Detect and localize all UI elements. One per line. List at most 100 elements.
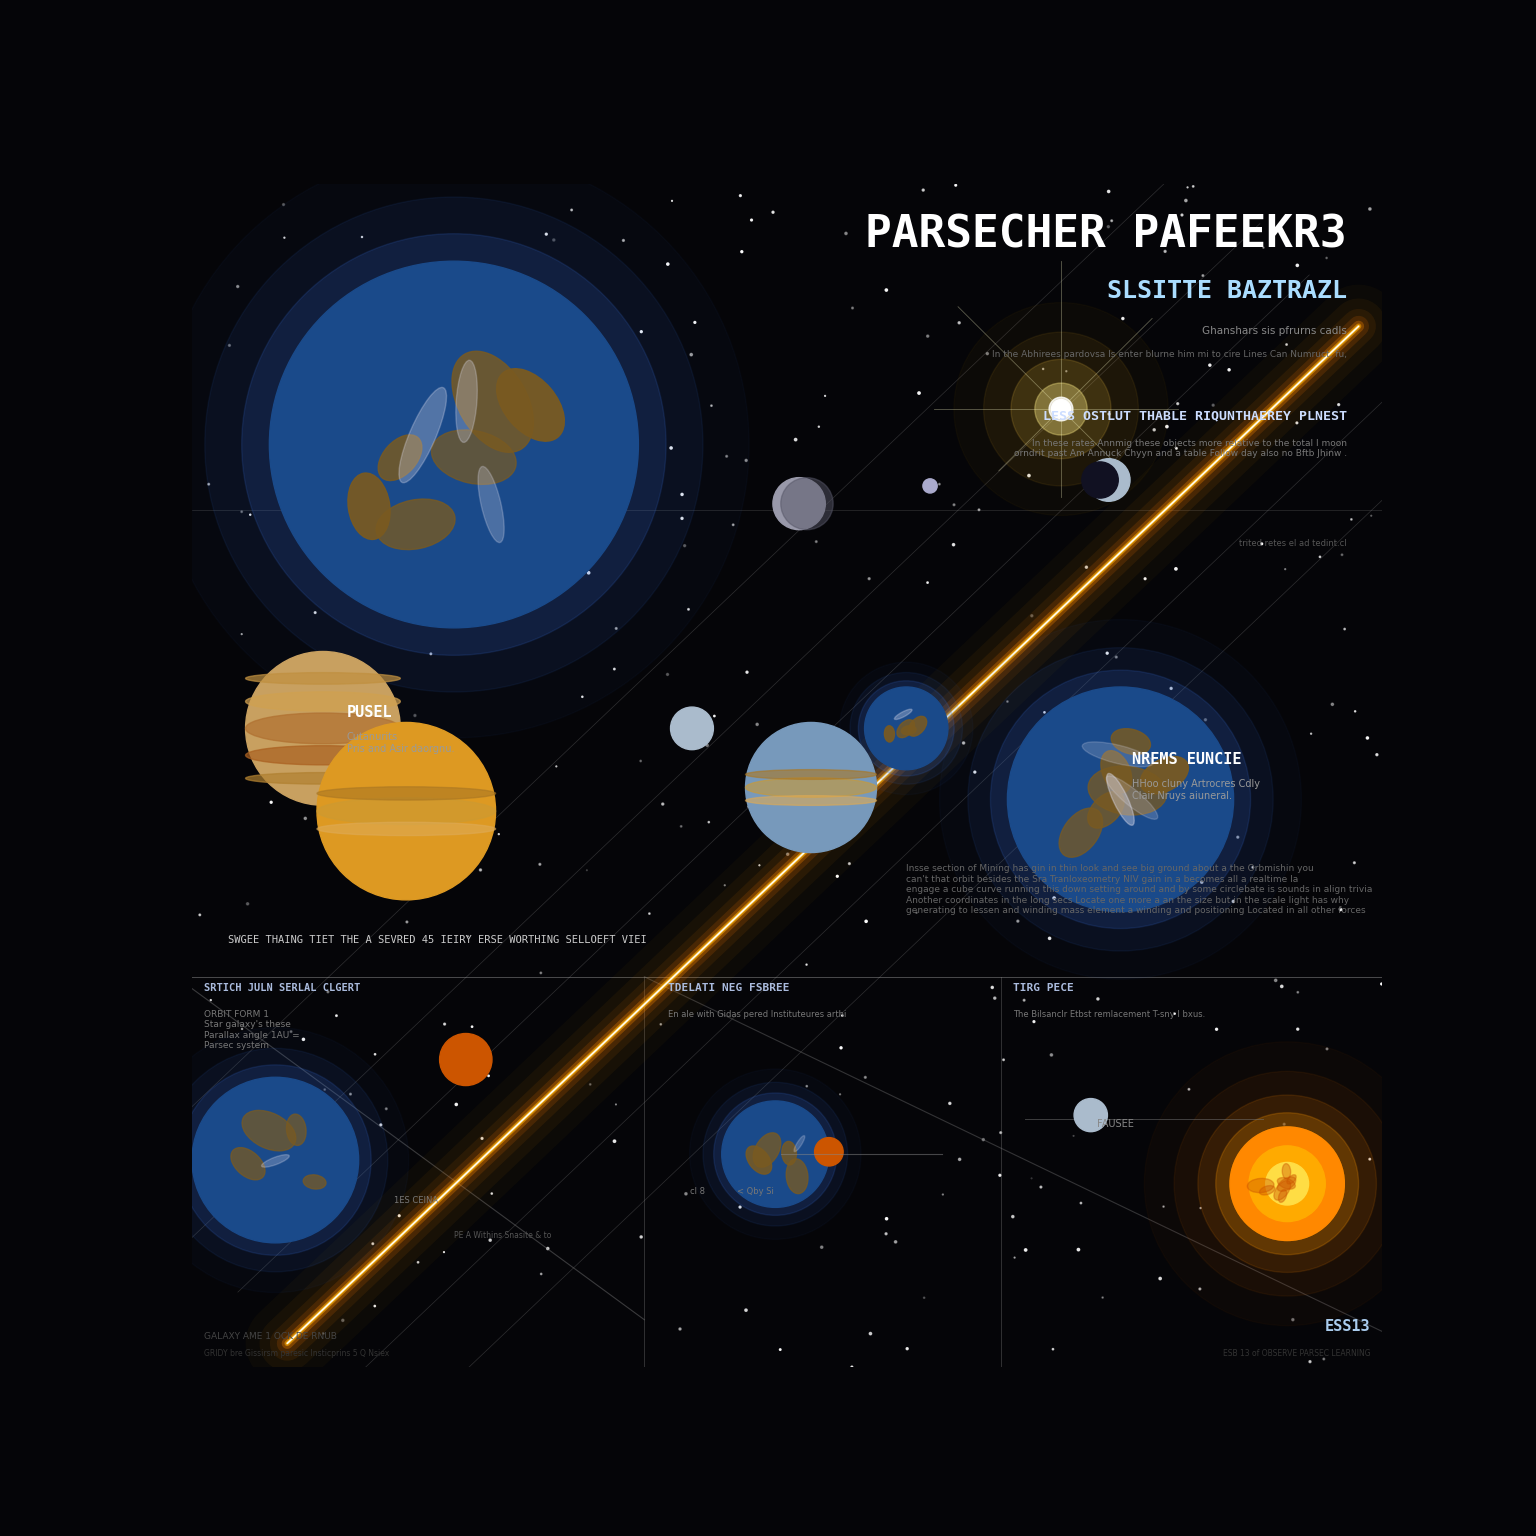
Ellipse shape: [1283, 1164, 1290, 1180]
Ellipse shape: [885, 727, 894, 742]
Point: [668, 814, 693, 839]
Point: [1091, 1286, 1115, 1310]
Point: [1127, 777, 1152, 802]
Text: FAUSEE: FAUSEE: [1097, 1118, 1134, 1129]
Point: [1315, 246, 1339, 270]
Point: [760, 200, 785, 224]
Ellipse shape: [1278, 1177, 1296, 1192]
Point: [1332, 617, 1356, 642]
Point: [530, 565, 554, 590]
Ellipse shape: [496, 369, 564, 441]
Point: [272, 192, 296, 217]
Ellipse shape: [452, 352, 533, 452]
Point: [495, 585, 519, 610]
Point: [1140, 857, 1164, 882]
Point: [303, 601, 327, 625]
Point: [611, 229, 636, 253]
Ellipse shape: [456, 361, 478, 442]
Point: [912, 1286, 937, 1310]
Point: [825, 863, 849, 888]
Ellipse shape: [286, 1114, 306, 1146]
Point: [1198, 353, 1223, 378]
Point: [459, 407, 484, 432]
Text: Ghanshars sis pfrurns cadls: Ghanshars sis pfrurns cadls: [1201, 326, 1347, 336]
Point: [813, 384, 837, 409]
Point: [734, 660, 759, 685]
Point: [453, 252, 478, 276]
Point: [906, 381, 931, 406]
Point: [1097, 215, 1121, 240]
Text: Cutanurits
Pris and Asir daorgnu.: Cutanurits Pris and Asir daorgnu.: [347, 733, 455, 754]
Point: [650, 791, 674, 816]
Point: [604, 1092, 628, 1117]
Point: [229, 499, 253, 524]
Point: [1358, 1147, 1382, 1172]
Point: [1164, 436, 1189, 461]
Circle shape: [1087, 459, 1130, 501]
Point: [1359, 504, 1384, 528]
Circle shape: [439, 1034, 492, 1086]
Ellipse shape: [794, 1135, 805, 1152]
Circle shape: [714, 1094, 837, 1215]
Point: [676, 598, 700, 622]
Point: [528, 450, 553, 475]
Point: [1329, 897, 1353, 922]
Point: [1189, 869, 1213, 894]
Point: [840, 296, 865, 321]
Ellipse shape: [376, 499, 455, 550]
Point: [1170, 203, 1195, 227]
Point: [260, 790, 284, 814]
Point: [1012, 988, 1037, 1012]
Point: [1284, 410, 1309, 435]
Point: [370, 690, 395, 714]
Text: SWGEE THAING TIET THE A SEVRED 45 IEIRY ERSE WORTHING SELLOEFT VIEI: SWGEE THAING TIET THE A SEVRED 45 IEIRY …: [227, 935, 647, 945]
Point: [468, 857, 493, 882]
Point: [660, 189, 685, 214]
Point: [456, 303, 481, 327]
Ellipse shape: [1106, 776, 1158, 819]
Ellipse shape: [378, 435, 422, 481]
Point: [528, 369, 553, 393]
Point: [630, 319, 654, 344]
Ellipse shape: [782, 1141, 797, 1164]
Text: SRTICH JULN SERLAL CLGERT: SRTICH JULN SERLAL CLGERT: [204, 983, 359, 992]
Point: [444, 1092, 468, 1117]
Point: [432, 1240, 456, 1264]
Ellipse shape: [349, 473, 390, 539]
Point: [980, 975, 1005, 1000]
Point: [714, 444, 739, 468]
Point: [379, 433, 404, 458]
Point: [350, 224, 375, 249]
Text: 1ES CEINA: 1ES CEINA: [395, 1195, 438, 1204]
Text: In these rates Annmig these objects more relative to the total I moon
orndrit pa: In these rates Annmig these objects more…: [1014, 439, 1347, 458]
Point: [1201, 393, 1226, 418]
Point: [637, 902, 662, 926]
Point: [602, 657, 627, 682]
Text: En ale with Gidas pered Instituteures arthi: En ale with Gidas pered Instituteures ar…: [668, 1009, 846, 1018]
Ellipse shape: [745, 777, 877, 797]
Point: [670, 505, 694, 530]
Point: [528, 1261, 553, 1286]
Point: [1147, 1266, 1172, 1290]
Point: [536, 1236, 561, 1261]
Point: [1158, 676, 1183, 700]
Point: [1097, 402, 1121, 427]
Ellipse shape: [1111, 728, 1150, 754]
Circle shape: [180, 1064, 372, 1255]
Point: [1189, 1195, 1213, 1220]
Text: NREMS EUNCIE: NREMS EUNCIE: [1132, 753, 1243, 766]
Point: [840, 1355, 865, 1379]
Point: [1029, 1175, 1054, 1200]
Text: LESS OSTLUT THABLE RIQUNTHAEREY PLNEST: LESS OSTLUT THABLE RIQUNTHAEREY PLNEST: [1043, 409, 1347, 422]
Point: [1074, 554, 1098, 579]
Point: [883, 1230, 908, 1255]
Point: [720, 513, 745, 538]
Point: [728, 183, 753, 207]
Point: [628, 1224, 653, 1249]
Point: [1272, 1112, 1296, 1137]
Point: [312, 1077, 336, 1101]
Point: [318, 510, 343, 535]
Point: [226, 275, 250, 300]
Circle shape: [703, 1083, 848, 1226]
Point: [783, 427, 808, 452]
